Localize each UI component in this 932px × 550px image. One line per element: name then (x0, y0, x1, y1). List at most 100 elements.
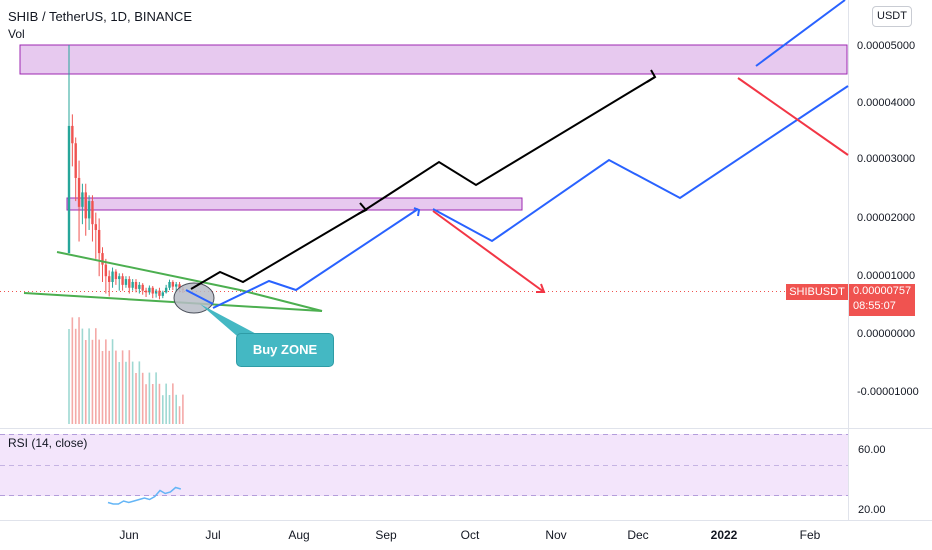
candle-body (77, 177, 81, 207)
candle-body (171, 281, 175, 287)
candle-body (151, 287, 154, 294)
candle-body (91, 201, 94, 225)
volume-bar (74, 328, 77, 424)
volume-bar (88, 328, 90, 424)
candle-body (158, 290, 161, 296)
volume-bar (84, 340, 87, 424)
y-tick-label: 0.00005000 (857, 40, 916, 52)
price-badge: 0.00000757 08:55:07 (849, 284, 915, 316)
currency-button[interactable]: USDT (872, 6, 912, 27)
projection-black-2 (364, 76, 656, 211)
candle-body (154, 290, 158, 294)
x-tick-label: Jul (205, 528, 221, 542)
candle-body (108, 276, 111, 282)
volume-bar (158, 383, 161, 424)
candle-body (71, 125, 74, 144)
candle-body (144, 290, 148, 293)
volume-bar (121, 350, 124, 424)
volume-bars (68, 317, 184, 424)
volume-bar (162, 395, 164, 424)
candle-body (74, 143, 77, 178)
volume-bar (71, 317, 74, 424)
candle-body (118, 276, 121, 280)
bar-countdown: 08:55:07 (853, 300, 896, 312)
y-tick-label: 0.00001000 (857, 270, 916, 282)
projection-black-1 (190, 209, 366, 290)
rsi-label: RSI (14, close) (8, 436, 88, 450)
candle-body (97, 229, 101, 254)
volume-bar (91, 339, 94, 424)
projection-blue-2 (432, 85, 849, 243)
arrowhead-black-2 (357, 202, 368, 215)
y-tick-label: 0.00003000 (857, 153, 916, 165)
volume-bar (141, 372, 144, 424)
buy-zone-ellipse (173, 282, 215, 314)
candle-body (128, 279, 131, 288)
x-tick-label: Sep (375, 528, 397, 542)
volume-bar (125, 361, 127, 424)
rsi-line (107, 486, 182, 505)
volume-bar (151, 384, 154, 424)
candle-body (124, 279, 128, 285)
x-tick-label: Oct (460, 528, 480, 542)
y-tick-label: 0.00002000 (857, 212, 916, 224)
projection-blue-3 (755, 0, 846, 67)
candle-body (138, 284, 141, 289)
volume-bar (145, 384, 147, 424)
candle-body (175, 284, 178, 287)
candle-body (67, 125, 71, 254)
candle-body (81, 192, 84, 207)
candle-body (87, 201, 91, 219)
candle-body (131, 281, 134, 288)
volume-bar (98, 339, 100, 424)
wedge-upper-line (56, 251, 241, 291)
volume-bar (118, 362, 121, 424)
volume-bar (172, 383, 174, 424)
volume-bar (182, 394, 184, 424)
candle-body (101, 253, 104, 265)
volume-bar (135, 373, 137, 424)
candlesticks (67, 45, 185, 300)
symbol-badge: SHIBUSDT (786, 284, 848, 300)
x-tick-label: Aug (288, 528, 310, 542)
candle-body (111, 271, 114, 282)
rsi-tick-label: 20.00 (858, 504, 886, 516)
volume-bar (101, 351, 104, 424)
volume-bar (128, 350, 131, 424)
candle-body (148, 287, 151, 293)
candle-body (161, 292, 164, 296)
buy-zone-callout: Buy ZONE (236, 333, 334, 367)
projection-blue-1 (212, 208, 419, 309)
volume-bar (168, 395, 171, 424)
projection-red-1 (432, 210, 545, 293)
volume-bar (138, 361, 141, 424)
last-price: 0.00000757 (853, 285, 912, 297)
candle-body (164, 287, 168, 293)
candle-body (178, 284, 181, 289)
candle-body (84, 192, 87, 219)
wedge-lower-line (23, 292, 323, 312)
resistance-zone-top (19, 44, 848, 75)
volume-bar (148, 372, 151, 424)
volume-bar (105, 339, 107, 424)
candle-body (141, 284, 144, 291)
chart-title: SHIB / TetherUS, 1D, BINANCE (8, 9, 192, 24)
x-tick-label: Nov (545, 528, 567, 542)
callout-tail (200, 304, 262, 342)
volume-bar (68, 329, 70, 424)
volume-bar (111, 339, 114, 424)
wedge-apex-line (239, 289, 323, 312)
y-tick-label: 0.00004000 (857, 97, 916, 109)
volume-bar (115, 350, 117, 424)
arrowhead-red (536, 283, 546, 293)
x-tick-label: Dec (627, 528, 649, 542)
candle-body (94, 224, 97, 230)
candle-body (104, 264, 108, 277)
x-tick-label: 2022 (710, 528, 738, 542)
resistance-zone-mid (66, 197, 523, 211)
rsi-tick-label: 60.00 (858, 444, 886, 456)
y-tick-label: -0.00001000 (857, 386, 919, 398)
x-tick-label: Jun (119, 528, 139, 542)
projection-red-2 (737, 77, 849, 156)
